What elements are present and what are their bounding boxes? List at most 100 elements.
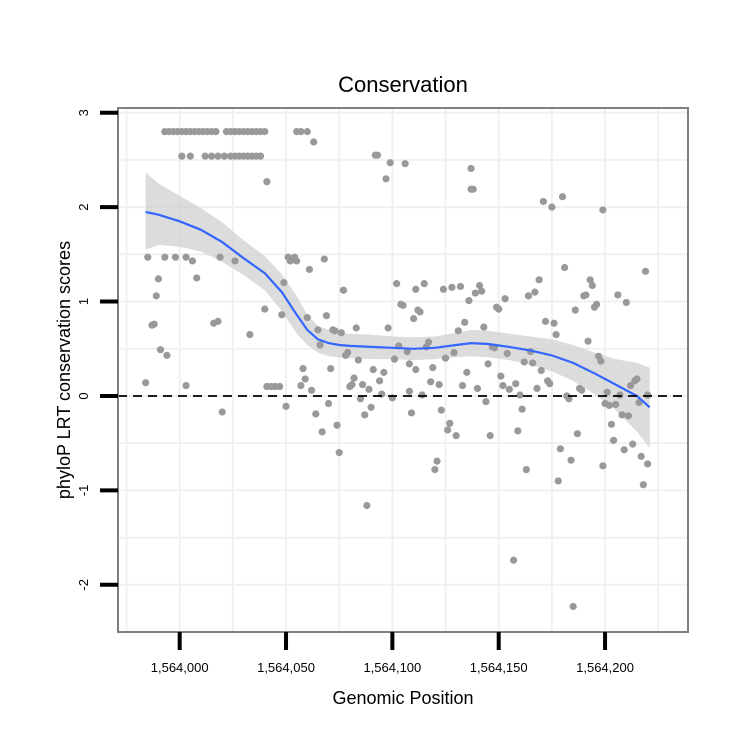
data-point (497, 372, 505, 380)
data-point (454, 327, 462, 335)
data-point (588, 281, 596, 290)
data-point (339, 286, 348, 294)
data-point (573, 430, 582, 438)
data-point (599, 206, 607, 214)
data-point (554, 477, 562, 485)
data-point (584, 337, 592, 345)
data-point (333, 421, 341, 429)
data-point (429, 364, 437, 372)
data-point (214, 152, 222, 160)
data-point (256, 152, 265, 160)
data-point (344, 348, 352, 357)
data-point (335, 449, 343, 457)
data-point (261, 128, 269, 136)
data-point (220, 152, 228, 160)
data-point (475, 281, 484, 290)
data-point (171, 253, 180, 261)
data-point (567, 456, 575, 464)
data-point (216, 253, 224, 261)
y-tick-label: -2 (76, 579, 91, 591)
data-point (380, 368, 388, 376)
y-tick-label: 2 (76, 204, 91, 211)
data-point (188, 257, 197, 265)
data-point (305, 265, 314, 274)
data-point (626, 381, 635, 390)
data-point (478, 287, 486, 295)
y-tick-label: 0 (76, 392, 91, 399)
data-point (509, 556, 518, 564)
data-point (282, 402, 290, 410)
data-point (603, 388, 611, 396)
data-point (161, 253, 169, 261)
data-point (280, 279, 288, 287)
axes: 1,564,000 1,564,050 1,564,100 1,564,150 1,56… (76, 109, 634, 675)
data-point (516, 391, 524, 399)
data-point (416, 308, 424, 316)
data-point (571, 306, 579, 314)
data-point (529, 359, 537, 367)
data-point (609, 436, 618, 444)
data-point (297, 381, 305, 390)
data-point (467, 164, 475, 173)
data-point (550, 319, 558, 327)
data-point (412, 285, 420, 293)
data-point (212, 128, 220, 136)
data-point (376, 377, 384, 385)
data-point (439, 285, 448, 293)
data-point (473, 384, 482, 393)
data-point (144, 253, 152, 261)
data-point (324, 399, 333, 408)
data-point (314, 326, 322, 334)
data-point (499, 381, 507, 390)
data-point (548, 203, 556, 211)
data-point (193, 274, 201, 282)
data-point (427, 378, 435, 386)
data-point (303, 128, 311, 136)
data-point (405, 387, 413, 395)
data-point (612, 400, 620, 409)
data-point (643, 460, 652, 468)
data-point (620, 446, 628, 454)
data-point (622, 298, 630, 307)
data-point (484, 360, 492, 368)
data-point (614, 291, 622, 299)
data-point (382, 175, 390, 183)
data-point (276, 382, 284, 391)
data-point (327, 364, 335, 373)
data-point (456, 282, 465, 291)
data-point (607, 420, 616, 428)
data-point (363, 501, 371, 510)
data-point (263, 178, 271, 186)
data-point (561, 263, 569, 272)
data-point (599, 462, 607, 470)
data-point (350, 374, 358, 382)
data-point (361, 411, 369, 419)
data-point (303, 314, 311, 322)
y-tick-label: -1 (76, 485, 91, 497)
x-tick-label: 1,564,200 (576, 660, 634, 675)
data-point (582, 291, 590, 299)
data-point (186, 152, 194, 160)
data-point (405, 360, 413, 368)
data-point (541, 317, 550, 325)
data-point (312, 410, 320, 418)
data-point (424, 338, 433, 346)
data-point (150, 320, 158, 328)
data-point (412, 365, 420, 374)
data-point (399, 301, 407, 309)
data-point (403, 347, 411, 356)
data-point (520, 358, 528, 366)
data-point (522, 466, 530, 474)
data-point (452, 432, 460, 440)
data-point (420, 280, 428, 288)
data-point (182, 253, 190, 261)
data-point (337, 329, 345, 337)
smooth-line-group (118, 210, 688, 409)
x-tick-label: 1,564,050 (257, 660, 315, 675)
data-point (552, 330, 560, 339)
data-point (535, 276, 543, 284)
y-tick-label: 1 (76, 298, 91, 305)
data-point (261, 305, 269, 313)
data-point (539, 197, 547, 206)
data-point (486, 432, 494, 440)
